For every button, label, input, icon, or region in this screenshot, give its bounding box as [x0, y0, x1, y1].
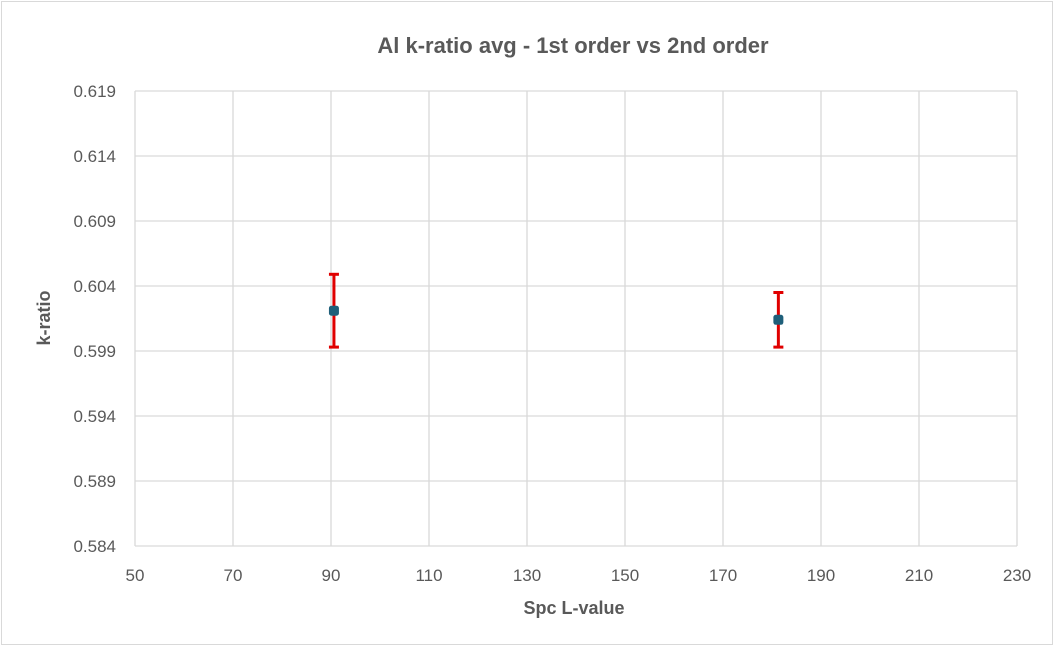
y-axis-title: k-ratio [34, 290, 54, 345]
y-tick-label: 0.614 [73, 147, 116, 166]
x-tick-label: 190 [807, 566, 835, 585]
y-tick-label: 0.604 [73, 277, 116, 296]
tick-labels: 0.584 0.589 0.594 0.599 0.604 0.609 0.614 0.619… [73, 82, 1031, 585]
y-tick-label: 0.584 [73, 537, 116, 556]
y-tick-label: 0.599 [73, 342, 116, 361]
y-tick-label: 0.589 [73, 472, 116, 491]
data-points [328, 272, 784, 349]
y-tick-label: 0.609 [73, 212, 116, 231]
x-axis-title: Spc L-value [523, 598, 624, 618]
x-tick-label: 90 [322, 566, 341, 585]
x-tick-label: 70 [224, 566, 243, 585]
data-point-1 [328, 305, 339, 316]
y-tick-label: 0.619 [73, 82, 116, 101]
x-tick-label: 110 [415, 566, 442, 585]
x-tick-label: 230 [1003, 566, 1031, 585]
x-tick-label: 130 [513, 566, 541, 585]
x-tick-label: 170 [709, 566, 737, 585]
x-tick-label: 150 [611, 566, 639, 585]
x-tick-label: 210 [905, 566, 933, 585]
y-tick-label: 0.594 [73, 407, 116, 426]
x-tick-label: 50 [126, 566, 145, 585]
gridlines [134, 90, 1018, 547]
data-point-2 [773, 314, 784, 325]
chart-title: Al k-ratio avg - 1st order vs 2nd order [377, 33, 769, 58]
